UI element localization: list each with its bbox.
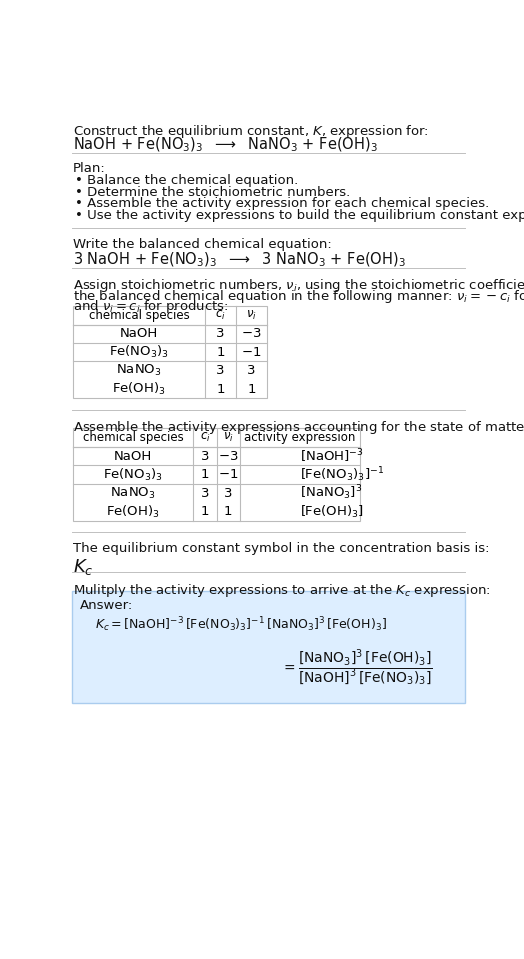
Text: Mulitply the activity expressions to arrive at the $K_c$ expression:: Mulitply the activity expressions to arr…	[73, 582, 491, 598]
Text: NaNO$_3$: NaNO$_3$	[116, 363, 162, 378]
Text: $K_c = [\mathrm{NaOH}]^{-3}\,[\mathrm{Fe(NO_3)_3}]^{-1}\,[\mathrm{NaNO_3}]^3\,[\: $K_c = [\mathrm{NaOH}]^{-3}\,[\mathrm{Fe…	[95, 616, 387, 634]
Text: • Assemble the activity expression for each chemical species.: • Assemble the activity expression for e…	[75, 198, 489, 210]
Text: 1: 1	[216, 383, 225, 396]
FancyBboxPatch shape	[72, 591, 465, 703]
Text: Fe(NO$_3$)$_3$: Fe(NO$_3$)$_3$	[103, 467, 163, 482]
Text: • Determine the stoichiometric numbers.: • Determine the stoichiometric numbers.	[75, 186, 350, 199]
Text: $c_i$: $c_i$	[215, 309, 226, 322]
Text: NaOH: NaOH	[120, 327, 158, 340]
Text: 1: 1	[247, 383, 256, 396]
Text: $-3$: $-3$	[218, 450, 238, 462]
Text: 3 NaOH + Fe(NO$_3$)$_3$  $\longrightarrow$  3 NaNO$_3$ + Fe(OH)$_3$: 3 NaOH + Fe(NO$_3$)$_3$ $\longrightarrow…	[73, 250, 406, 269]
Text: Fe(NO$_3$)$_3$: Fe(NO$_3$)$_3$	[109, 344, 169, 361]
Bar	[73, 306, 267, 398]
Text: 3: 3	[247, 364, 256, 377]
Text: Assemble the activity expressions accounting for the state of matter and $\nu_i$: Assemble the activity expressions accoun…	[73, 419, 524, 436]
Text: The equilibrium constant symbol in the concentration basis is:: The equilibrium constant symbol in the c…	[73, 542, 490, 554]
Text: NaNO$_3$: NaNO$_3$	[110, 485, 156, 501]
Text: Construct the equilibrium constant, $K$, expression for:: Construct the equilibrium constant, $K$,…	[73, 123, 429, 140]
Text: [Fe(OH)$_3$]: [Fe(OH)$_3$]	[300, 503, 364, 520]
Text: $-1$: $-1$	[218, 468, 238, 481]
Text: 1: 1	[216, 346, 225, 359]
Text: 3: 3	[224, 486, 233, 500]
Text: and $\nu_i = c_i$ for products:: and $\nu_i = c_i$ for products:	[73, 298, 229, 316]
Text: $c_i$: $c_i$	[200, 432, 210, 444]
Text: • Use the activity expressions to build the equilibrium constant expression.: • Use the activity expressions to build …	[75, 209, 524, 222]
Text: 3: 3	[201, 450, 209, 462]
Text: Fe(OH)$_3$: Fe(OH)$_3$	[106, 503, 160, 520]
Text: Assign stoichiometric numbers, $\nu_i$, using the stoichiometric coefficients, $: Assign stoichiometric numbers, $\nu_i$, …	[73, 277, 524, 293]
Text: Write the balanced chemical equation:: Write the balanced chemical equation:	[73, 238, 332, 250]
Text: NaOH + Fe(NO$_3$)$_3$  $\longrightarrow$  NaNO$_3$ + Fe(OH)$_3$: NaOH + Fe(NO$_3$)$_3$ $\longrightarrow$ …	[73, 136, 378, 154]
Text: $K_c$: $K_c$	[73, 557, 94, 577]
Text: $\nu_i$: $\nu_i$	[246, 309, 257, 322]
Text: Answer:: Answer:	[80, 598, 133, 612]
Text: [Fe(NO$_3$)$_3$]$^{-1}$: [Fe(NO$_3$)$_3$]$^{-1}$	[300, 465, 384, 484]
Text: [NaNO$_3$]$^3$: [NaNO$_3$]$^3$	[300, 483, 362, 503]
Text: 3: 3	[201, 486, 209, 500]
Text: 1: 1	[201, 468, 209, 481]
Text: $= \dfrac{[\mathrm{NaNO_3}]^3\,[\mathrm{Fe(OH)_3}]}{[\mathrm{NaOH}]^3\,[\mathrm{: $= \dfrac{[\mathrm{NaNO_3}]^3\,[\mathrm{…	[281, 648, 433, 689]
Text: activity expression: activity expression	[244, 432, 355, 444]
Text: NaOH: NaOH	[114, 450, 152, 462]
Text: the balanced chemical equation in the following manner: $\nu_i = -c_i$ for react: the balanced chemical equation in the fo…	[73, 288, 524, 305]
Text: • Balance the chemical equation.: • Balance the chemical equation.	[75, 175, 298, 187]
Text: [NaOH]$^{-3}$: [NaOH]$^{-3}$	[300, 448, 363, 465]
Text: chemical species: chemical species	[83, 432, 183, 444]
Text: 3: 3	[216, 327, 225, 340]
Text: 1: 1	[201, 505, 209, 518]
Text: chemical species: chemical species	[89, 309, 190, 322]
Text: $-3$: $-3$	[241, 327, 262, 340]
Text: $-1$: $-1$	[242, 346, 261, 359]
Bar	[73, 429, 360, 521]
Text: $\nu_i$: $\nu_i$	[223, 432, 234, 444]
Text: Fe(OH)$_3$: Fe(OH)$_3$	[112, 381, 166, 397]
Text: 1: 1	[224, 505, 233, 518]
Text: 3: 3	[216, 364, 225, 377]
Text: Plan:: Plan:	[73, 162, 106, 175]
